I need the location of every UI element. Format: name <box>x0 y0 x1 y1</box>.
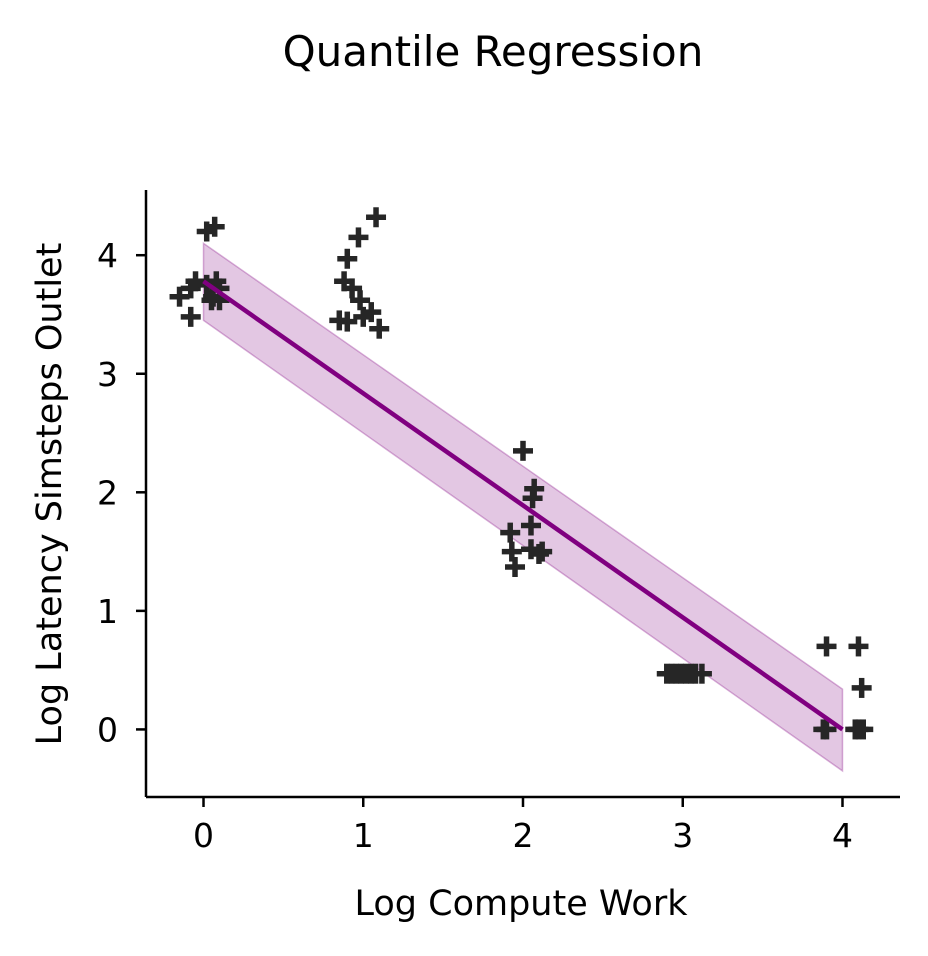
data-point <box>513 440 533 461</box>
data-point <box>505 557 526 578</box>
data-point <box>851 677 872 698</box>
plot-area <box>169 207 874 773</box>
y-axis-ticks: 0 1 2 3 4 <box>97 236 146 749</box>
x-tick-label: 3 <box>672 816 693 855</box>
data-point <box>185 271 206 292</box>
data-point <box>169 286 190 307</box>
data-point <box>524 478 545 499</box>
data-point <box>348 227 369 248</box>
data-point <box>337 248 358 269</box>
data-point <box>366 207 387 228</box>
data-point <box>361 302 382 323</box>
y-tick-label: 4 <box>97 236 118 275</box>
data-point <box>342 278 363 299</box>
x-tick-label: 0 <box>193 816 214 855</box>
y-tick-label: 3 <box>97 355 118 394</box>
data-point <box>532 541 553 562</box>
data-point <box>816 719 837 740</box>
data-point <box>180 306 201 327</box>
data-point <box>337 311 358 332</box>
data-point <box>853 719 874 740</box>
data-point <box>520 515 541 536</box>
data-point <box>816 636 837 657</box>
y-tick-label: 1 <box>97 592 118 631</box>
x-tick-label: 4 <box>832 816 853 855</box>
data-point <box>691 663 712 684</box>
data-point <box>350 290 371 311</box>
data-point <box>369 318 390 339</box>
x-axis-label: Log Compute Work <box>355 884 689 924</box>
y-tick-label: 2 <box>97 473 118 512</box>
chart-title: Quantile Regression <box>283 27 704 76</box>
regression-line <box>202 279 844 732</box>
y-axis-label: Log Latency Simsteps Outlet <box>30 243 70 746</box>
x-tick-label: 1 <box>353 816 374 855</box>
data-point <box>501 541 522 562</box>
x-axis-ticks: 0 1 2 3 4 <box>193 797 853 855</box>
data-point <box>848 636 869 657</box>
data-point <box>500 522 521 543</box>
y-tick-label: 0 <box>97 710 118 749</box>
x-tick-label: 2 <box>513 816 534 855</box>
data-point <box>204 216 225 237</box>
